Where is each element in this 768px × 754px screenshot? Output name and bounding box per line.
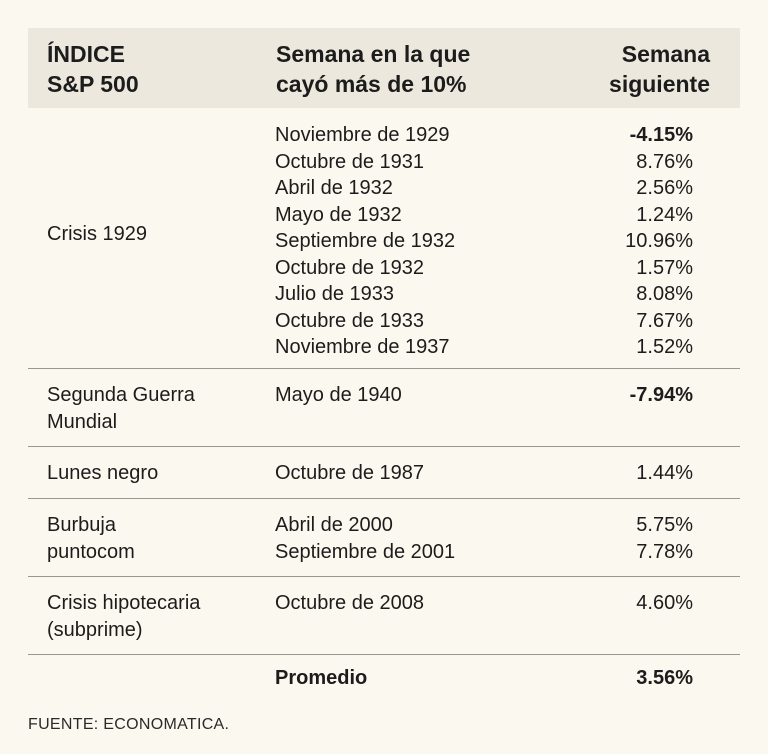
next-week-cell: 1.24% bbox=[636, 203, 693, 226]
group-events: Mayo de 1940 -7.94% bbox=[275, 382, 693, 409]
table-row: Noviembre de 1937 1.52% bbox=[275, 334, 693, 361]
group-crisis-1929: Crisis 1929 Noviembre de 1929 -4.15% Octu… bbox=[28, 108, 740, 369]
week-cell: Julio de 1933 bbox=[275, 283, 394, 305]
next-week-cell: 7.67% bbox=[636, 309, 693, 332]
header-next-line2: siguiente bbox=[609, 71, 710, 97]
header-index: ÍNDICE S&P 500 bbox=[47, 39, 247, 99]
week-cell: Noviembre de 1929 bbox=[275, 124, 450, 146]
header-index-line2: S&P 500 bbox=[47, 71, 139, 97]
next-week-cell: -7.94% bbox=[629, 384, 693, 406]
next-week-cell: 4.60% bbox=[636, 592, 693, 614]
group-label: Segunda Guerra Mundial bbox=[47, 384, 195, 433]
next-week-cell: 5.75% bbox=[636, 514, 693, 536]
table-row: Octubre de 1933 7.67% bbox=[275, 308, 693, 335]
table-row: Julio de 1933 8.08% bbox=[275, 281, 693, 308]
group-burbuja-puntocom: Burbuja puntocom Abril de 2000 5.75% Sept… bbox=[28, 499, 740, 577]
header-week: Semana en la que cayó más de 10% bbox=[276, 39, 556, 99]
group-events: Octubre de 1987 1.44% bbox=[275, 460, 693, 487]
week-cell: Abril de 2000 bbox=[275, 514, 393, 536]
header-week-line1: Semana en la que bbox=[276, 41, 471, 67]
group-label: Burbuja puntocom bbox=[47, 514, 135, 563]
next-week-cell: -4.15% bbox=[629, 124, 693, 146]
group-crisis-hipotecaria: Crisis hipotecaria (subprime) Octubre de… bbox=[28, 577, 740, 655]
table-row: Mayo de 1932 1.24% bbox=[275, 202, 693, 229]
average-label: Promedio bbox=[275, 667, 368, 689]
week-cell: Octubre de 1987 bbox=[275, 462, 424, 484]
week-cell: Septiembre de 2001 bbox=[275, 540, 456, 563]
week-cell: Mayo de 1940 bbox=[275, 384, 402, 406]
week-cell: Octubre de 1931 bbox=[275, 150, 424, 173]
week-cell: Octubre de 1933 bbox=[275, 309, 424, 332]
next-week-cell: 1.57% bbox=[636, 256, 693, 279]
group-events: Abril de 2000 5.75% Septiembre de 2001 7.7… bbox=[275, 512, 693, 565]
week-cell: Mayo de 1932 bbox=[275, 203, 402, 226]
group-label: Lunes negro bbox=[47, 462, 159, 484]
table-row: Octubre de 1987 1.44% bbox=[275, 460, 693, 487]
group-lunes-negro: Lunes negro Octubre de 1987 1.44% bbox=[28, 447, 740, 499]
table-row: Noviembre de 1929 -4.15% bbox=[275, 122, 693, 149]
next-week-cell: 2.56% bbox=[636, 177, 693, 199]
next-week-cell: 1.44% bbox=[636, 462, 693, 484]
week-cell: Septiembre de 1932 bbox=[275, 230, 456, 252]
next-week-cell: 1.52% bbox=[636, 336, 693, 358]
group-label: Crisis 1929 bbox=[47, 223, 148, 245]
next-week-cell: 7.78% bbox=[636, 540, 693, 563]
next-week-cell: 8.08% bbox=[636, 283, 693, 305]
group-label: Crisis hipotecaria (subprime) bbox=[47, 592, 201, 641]
week-cell: Abril de 1932 bbox=[275, 177, 393, 199]
next-week-cell: 10.96% bbox=[625, 230, 693, 252]
header-week-line2: cayó más de 10% bbox=[276, 71, 467, 97]
week-cell: Noviembre de 1937 bbox=[275, 336, 450, 358]
table-row: Abril de 1932 2.56% bbox=[275, 175, 693, 202]
group-segunda-guerra: Segunda Guerra Mundial Mayo de 1940 -7.94… bbox=[28, 369, 740, 447]
group-events: Noviembre de 1929 -4.15% Octubre de 1931 8… bbox=[275, 122, 693, 361]
table-row: Mayo de 1940 -7.94% bbox=[275, 382, 693, 409]
header-next-week: Semana siguiente bbox=[530, 39, 710, 99]
table-row: Abril de 2000 5.75% bbox=[275, 512, 693, 539]
week-cell: Octubre de 1932 bbox=[275, 256, 424, 279]
table-row: Octubre de 2008 4.60% bbox=[275, 590, 693, 617]
table-header: ÍNDICE S&P 500 Semana en la que cayó más… bbox=[28, 28, 740, 108]
group-events: Octubre de 2008 4.60% bbox=[275, 590, 693, 617]
next-week-cell: 8.76% bbox=[636, 150, 693, 173]
week-cell: Octubre de 2008 bbox=[275, 592, 424, 614]
source-note: FUENTE: ECONOMATICA. bbox=[28, 716, 230, 733]
header-index-line1: ÍNDICE bbox=[47, 41, 125, 67]
table-row: Octubre de 1931 8.76% bbox=[275, 149, 693, 176]
average-value: 3.56% bbox=[636, 667, 693, 689]
table-row: Septiembre de 1932 10.96% bbox=[275, 228, 693, 255]
sp500-drop-table: ÍNDICE S&P 500 Semana en la que cayó más… bbox=[28, 28, 740, 705]
table-row: Septiembre de 2001 7.78% bbox=[275, 539, 693, 566]
header-next-line1: Semana bbox=[621, 41, 710, 67]
table-row: Octubre de 1932 1.57% bbox=[275, 255, 693, 282]
average-row: Promedio 3.56% bbox=[28, 655, 740, 705]
